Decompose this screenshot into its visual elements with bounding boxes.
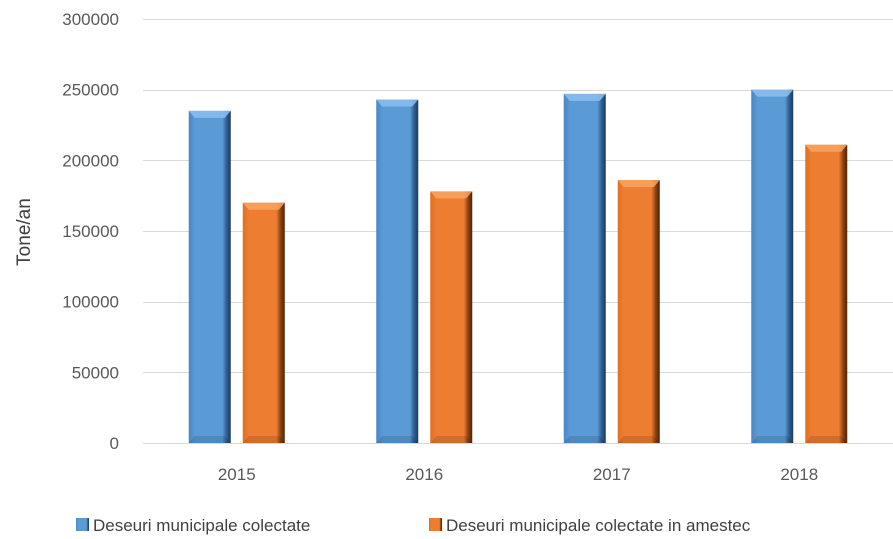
bar-base xyxy=(563,436,606,443)
x-tick-label: 2018 xyxy=(780,465,818,484)
x-axis-ticks: 2015 2016 2017 2018 xyxy=(218,465,818,484)
bars xyxy=(188,89,848,444)
y-axis-title: Tone/an xyxy=(14,198,35,266)
bar-cap xyxy=(242,202,285,210)
bar-series-1-2017 xyxy=(563,93,606,443)
y-tick-label: 300000 xyxy=(62,10,119,29)
bar-cap xyxy=(430,191,473,199)
bar-base xyxy=(376,436,419,443)
bar-base xyxy=(242,436,285,443)
x-tick-label: 2015 xyxy=(218,465,256,484)
y-axis-ticks: 0 50000 100000 150000 200000 250000 300000 xyxy=(62,10,119,453)
legend-item-series-2: Deseuri municipale colectate in amestec xyxy=(429,516,751,535)
bar-cap xyxy=(805,144,848,152)
bar-series-2-2016 xyxy=(430,191,473,443)
y-tick-label: 50000 xyxy=(72,363,119,382)
y-tick-label: 250000 xyxy=(62,81,119,100)
y-tick-label: 200000 xyxy=(62,151,119,170)
bar-series-2-2017 xyxy=(617,180,660,443)
bar-cap xyxy=(376,99,419,107)
bar-series-2-2018 xyxy=(805,144,848,443)
bar-base xyxy=(751,436,794,443)
bar-series-1-2018 xyxy=(751,89,794,444)
legend-swatch-series-2 xyxy=(429,518,442,531)
y-tick-label: 0 xyxy=(110,434,119,453)
bar-cap xyxy=(617,180,660,188)
x-tick-label: 2017 xyxy=(593,465,631,484)
bar-series-1-2016 xyxy=(376,99,419,443)
bar-series-2-2015 xyxy=(242,202,285,443)
legend: Deseuri municipale colectate Deseuri mun… xyxy=(76,516,751,535)
bar-base xyxy=(188,436,231,443)
y-tick-label: 100000 xyxy=(62,293,119,312)
bar-cap xyxy=(563,93,606,101)
bar-base xyxy=(430,436,473,443)
bar-base xyxy=(805,436,848,443)
bar-series-1-2015 xyxy=(188,110,231,443)
x-tick-label: 2016 xyxy=(405,465,443,484)
bar-base xyxy=(617,436,660,443)
bar-cap xyxy=(188,110,231,118)
bar-cap xyxy=(751,89,794,97)
legend-item-series-1: Deseuri municipale colectate xyxy=(76,516,310,535)
y-tick-label: 150000 xyxy=(62,222,119,241)
legend-swatch-series-1 xyxy=(76,518,89,531)
legend-label-series-1: Deseuri municipale colectate xyxy=(93,516,310,535)
legend-label-series-2: Deseuri municipale colectate in amestec xyxy=(446,516,751,535)
